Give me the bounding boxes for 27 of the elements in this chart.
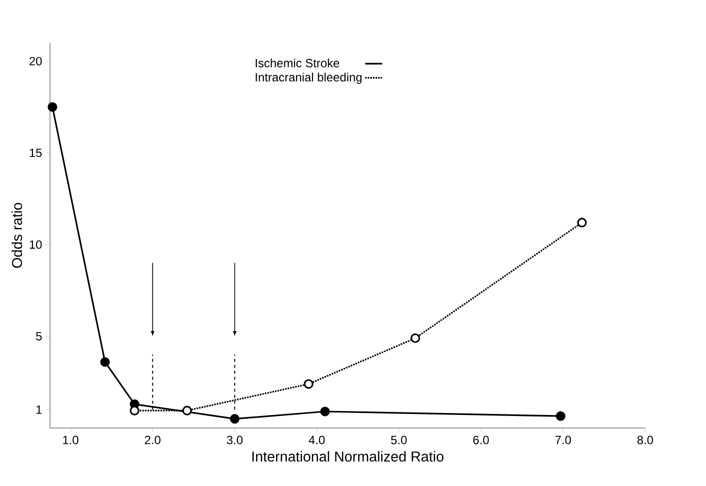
point (182, 406, 192, 416)
point (556, 411, 566, 421)
y-tick-label: 15 (30, 148, 42, 158)
legend-label: Ischemic Stroke (256, 58, 340, 68)
x-tick-label: 7.0 (555, 436, 571, 444)
x-tick-label: 1.0 (63, 436, 78, 444)
point (320, 406, 330, 416)
x-tick-label: 4.0 (308, 436, 325, 444)
point (230, 414, 240, 424)
y-tick-label: 1 (36, 406, 42, 414)
x-tick-label: 2.0 (144, 436, 160, 444)
x-tick-label: 5.0 (391, 436, 407, 444)
point (577, 218, 587, 228)
point (304, 379, 314, 389)
y-tick-label: 5 (36, 332, 42, 340)
x-tick-label: 8.0 (637, 436, 654, 444)
point (130, 406, 140, 416)
x-tick-label: 3.0 (226, 436, 243, 444)
y-axis-title: Odds ratio (12, 202, 22, 268)
point (410, 333, 420, 343)
x-tick-label: 6.0 (473, 436, 489, 444)
point (48, 102, 58, 112)
y-tick-label: 20 (30, 56, 42, 66)
y-tick-label: 10 (30, 240, 42, 249)
legend-label: Intracranial bleeding (256, 72, 362, 84)
x-axis-title: International Normalized Ratio (252, 451, 444, 462)
point (100, 357, 110, 367)
